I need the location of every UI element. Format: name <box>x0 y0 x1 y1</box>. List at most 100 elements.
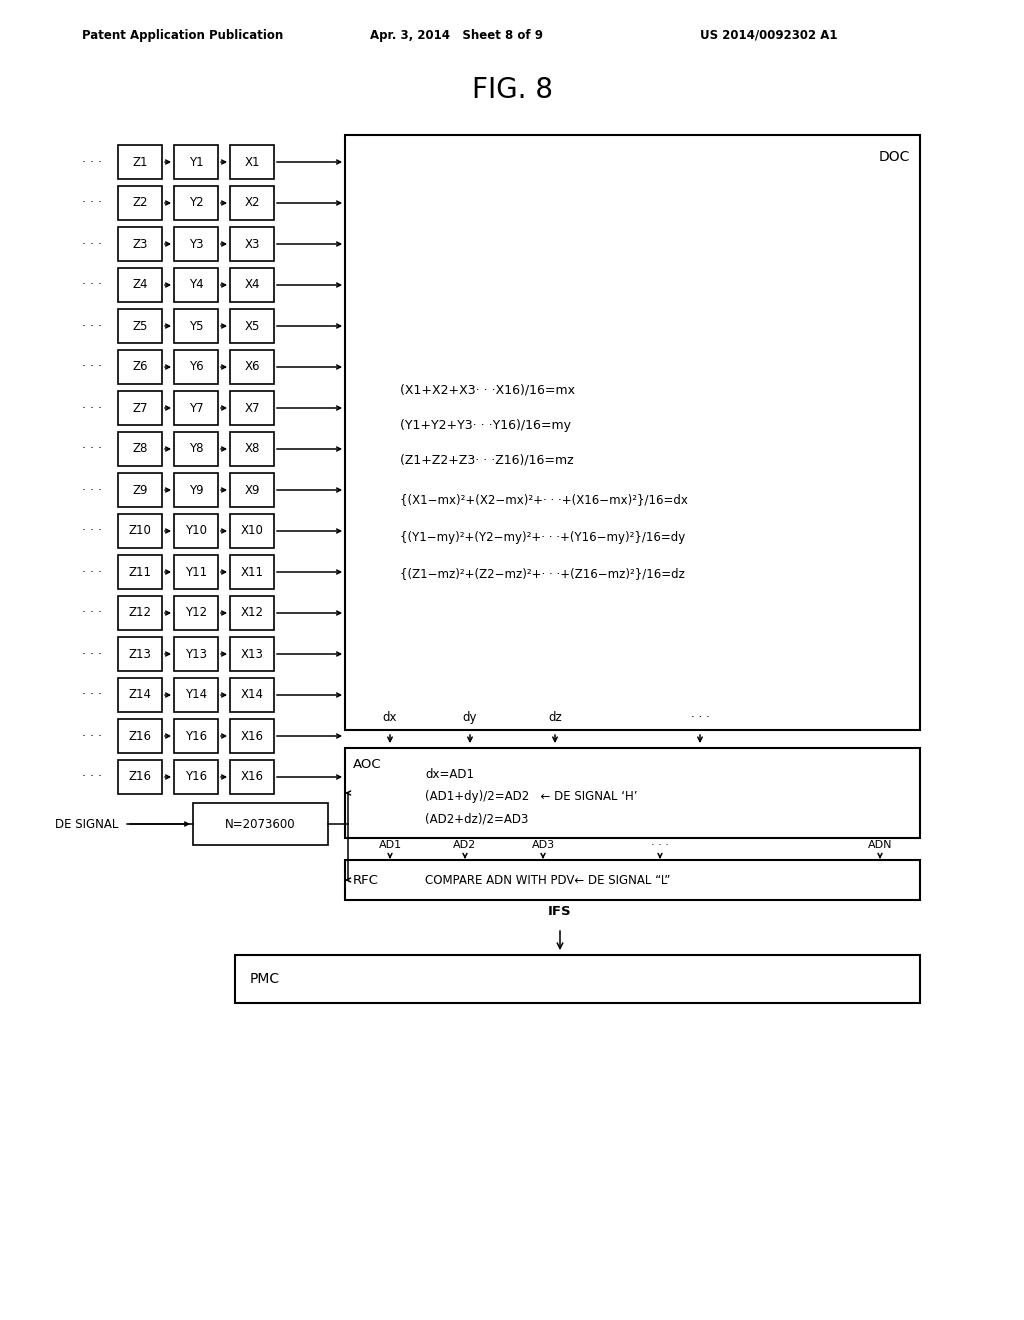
Text: Y7: Y7 <box>188 401 204 414</box>
Text: Y6: Y6 <box>188 360 204 374</box>
Text: Z11: Z11 <box>128 565 152 578</box>
Text: AD2: AD2 <box>454 840 476 850</box>
Bar <box>345 861 920 900</box>
Bar <box>174 760 218 795</box>
Bar <box>230 391 274 425</box>
Bar <box>230 678 274 711</box>
Bar <box>118 432 162 466</box>
Bar <box>230 309 274 343</box>
Bar <box>230 473 274 507</box>
Text: · · ·: · · · <box>82 319 102 333</box>
Text: X10: X10 <box>241 524 263 537</box>
Text: DOC: DOC <box>879 150 910 164</box>
Bar <box>118 597 162 630</box>
Text: X12: X12 <box>241 606 263 619</box>
Text: · · ·: · · · <box>82 606 102 619</box>
Bar <box>118 678 162 711</box>
Bar <box>345 748 920 838</box>
Bar <box>118 186 162 220</box>
Text: X7: X7 <box>245 401 260 414</box>
Text: Z16: Z16 <box>128 771 152 784</box>
Text: DE SIGNAL: DE SIGNAL <box>55 817 119 830</box>
Text: Apr. 3, 2014   Sheet 8 of 9: Apr. 3, 2014 Sheet 8 of 9 <box>370 29 543 41</box>
Text: {(X1−mx)²+(X2−mx)²+· · ·+(X16−mx)²}/16=dx: {(X1−mx)²+(X2−mx)²+· · ·+(X16−mx)²}/16=d… <box>400 494 688 507</box>
Text: Z8: Z8 <box>132 442 147 455</box>
Text: Y8: Y8 <box>188 442 203 455</box>
Text: Y10: Y10 <box>185 524 207 537</box>
Text: Y5: Y5 <box>188 319 203 333</box>
Text: dz: dz <box>548 711 562 723</box>
Text: Y9: Y9 <box>188 483 204 496</box>
Bar <box>118 391 162 425</box>
Bar <box>118 513 162 548</box>
Text: dy: dy <box>463 711 477 723</box>
Text: US 2014/0092302 A1: US 2014/0092302 A1 <box>700 29 838 41</box>
Bar <box>118 554 162 589</box>
Text: (Z1+Z2+Z3· · ·Z16)/16=mz: (Z1+Z2+Z3· · ·Z16)/16=mz <box>400 454 573 466</box>
Bar <box>234 954 920 1003</box>
Text: Z9: Z9 <box>132 483 147 496</box>
Text: Y16: Y16 <box>185 730 207 742</box>
Bar <box>118 638 162 671</box>
Text: · · ·: · · · <box>82 360 102 374</box>
Bar <box>118 350 162 384</box>
Text: X11: X11 <box>241 565 263 578</box>
Text: · · ·: · · · <box>82 648 102 660</box>
Text: Z12: Z12 <box>128 606 152 619</box>
Text: · · ·: · · · <box>651 840 669 850</box>
Text: · · ·: · · · <box>82 401 102 414</box>
Text: RFC: RFC <box>353 874 379 887</box>
Bar <box>174 227 218 261</box>
Text: X4: X4 <box>245 279 260 292</box>
Text: X9: X9 <box>245 483 260 496</box>
Bar <box>118 227 162 261</box>
Text: Y2: Y2 <box>188 197 204 210</box>
Bar <box>230 719 274 752</box>
Text: (Y1+Y2+Y3· · ·Y16)/16=my: (Y1+Y2+Y3· · ·Y16)/16=my <box>400 418 571 432</box>
Bar <box>174 554 218 589</box>
Text: Y4: Y4 <box>188 279 204 292</box>
Text: · · ·: · · · <box>82 156 102 169</box>
Text: Z13: Z13 <box>129 648 152 660</box>
Text: dx=AD1: dx=AD1 <box>425 768 474 781</box>
Bar <box>174 186 218 220</box>
Text: Z14: Z14 <box>128 689 152 701</box>
Text: · · ·: · · · <box>82 689 102 701</box>
Bar <box>230 145 274 180</box>
Bar <box>174 678 218 711</box>
Text: · · ·: · · · <box>82 730 102 742</box>
Bar <box>230 268 274 302</box>
Bar <box>230 638 274 671</box>
Text: Y12: Y12 <box>185 606 207 619</box>
Text: IFS: IFS <box>548 906 571 917</box>
Bar <box>118 760 162 795</box>
Text: X8: X8 <box>245 442 260 455</box>
Bar <box>118 145 162 180</box>
Bar <box>174 638 218 671</box>
Text: Y13: Y13 <box>185 648 207 660</box>
Text: · · ·: · · · <box>82 197 102 210</box>
Text: Z2: Z2 <box>132 197 147 210</box>
Bar <box>118 473 162 507</box>
Text: ADN: ADN <box>867 840 892 850</box>
Text: X14: X14 <box>241 689 263 701</box>
Bar <box>118 719 162 752</box>
Text: Y3: Y3 <box>188 238 203 251</box>
Text: Z7: Z7 <box>132 401 147 414</box>
Bar <box>174 473 218 507</box>
Bar <box>230 597 274 630</box>
Text: Z5: Z5 <box>132 319 147 333</box>
Text: COMPARE ADN WITH PDV← DE SIGNAL “L”: COMPARE ADN WITH PDV← DE SIGNAL “L” <box>425 874 671 887</box>
Text: {(Y1−my)²+(Y2−my)²+· · ·+(Y16−my)²}/16=dy: {(Y1−my)²+(Y2−my)²+· · ·+(Y16−my)²}/16=d… <box>400 531 685 544</box>
Bar <box>174 268 218 302</box>
Bar <box>230 760 274 795</box>
Bar <box>230 554 274 589</box>
Text: X16: X16 <box>241 771 263 784</box>
Text: X16: X16 <box>241 730 263 742</box>
Bar <box>174 597 218 630</box>
Text: X1: X1 <box>245 156 260 169</box>
Text: X3: X3 <box>245 238 260 251</box>
Text: · · ·: · · · <box>82 483 102 496</box>
Bar <box>174 432 218 466</box>
Bar <box>174 309 218 343</box>
